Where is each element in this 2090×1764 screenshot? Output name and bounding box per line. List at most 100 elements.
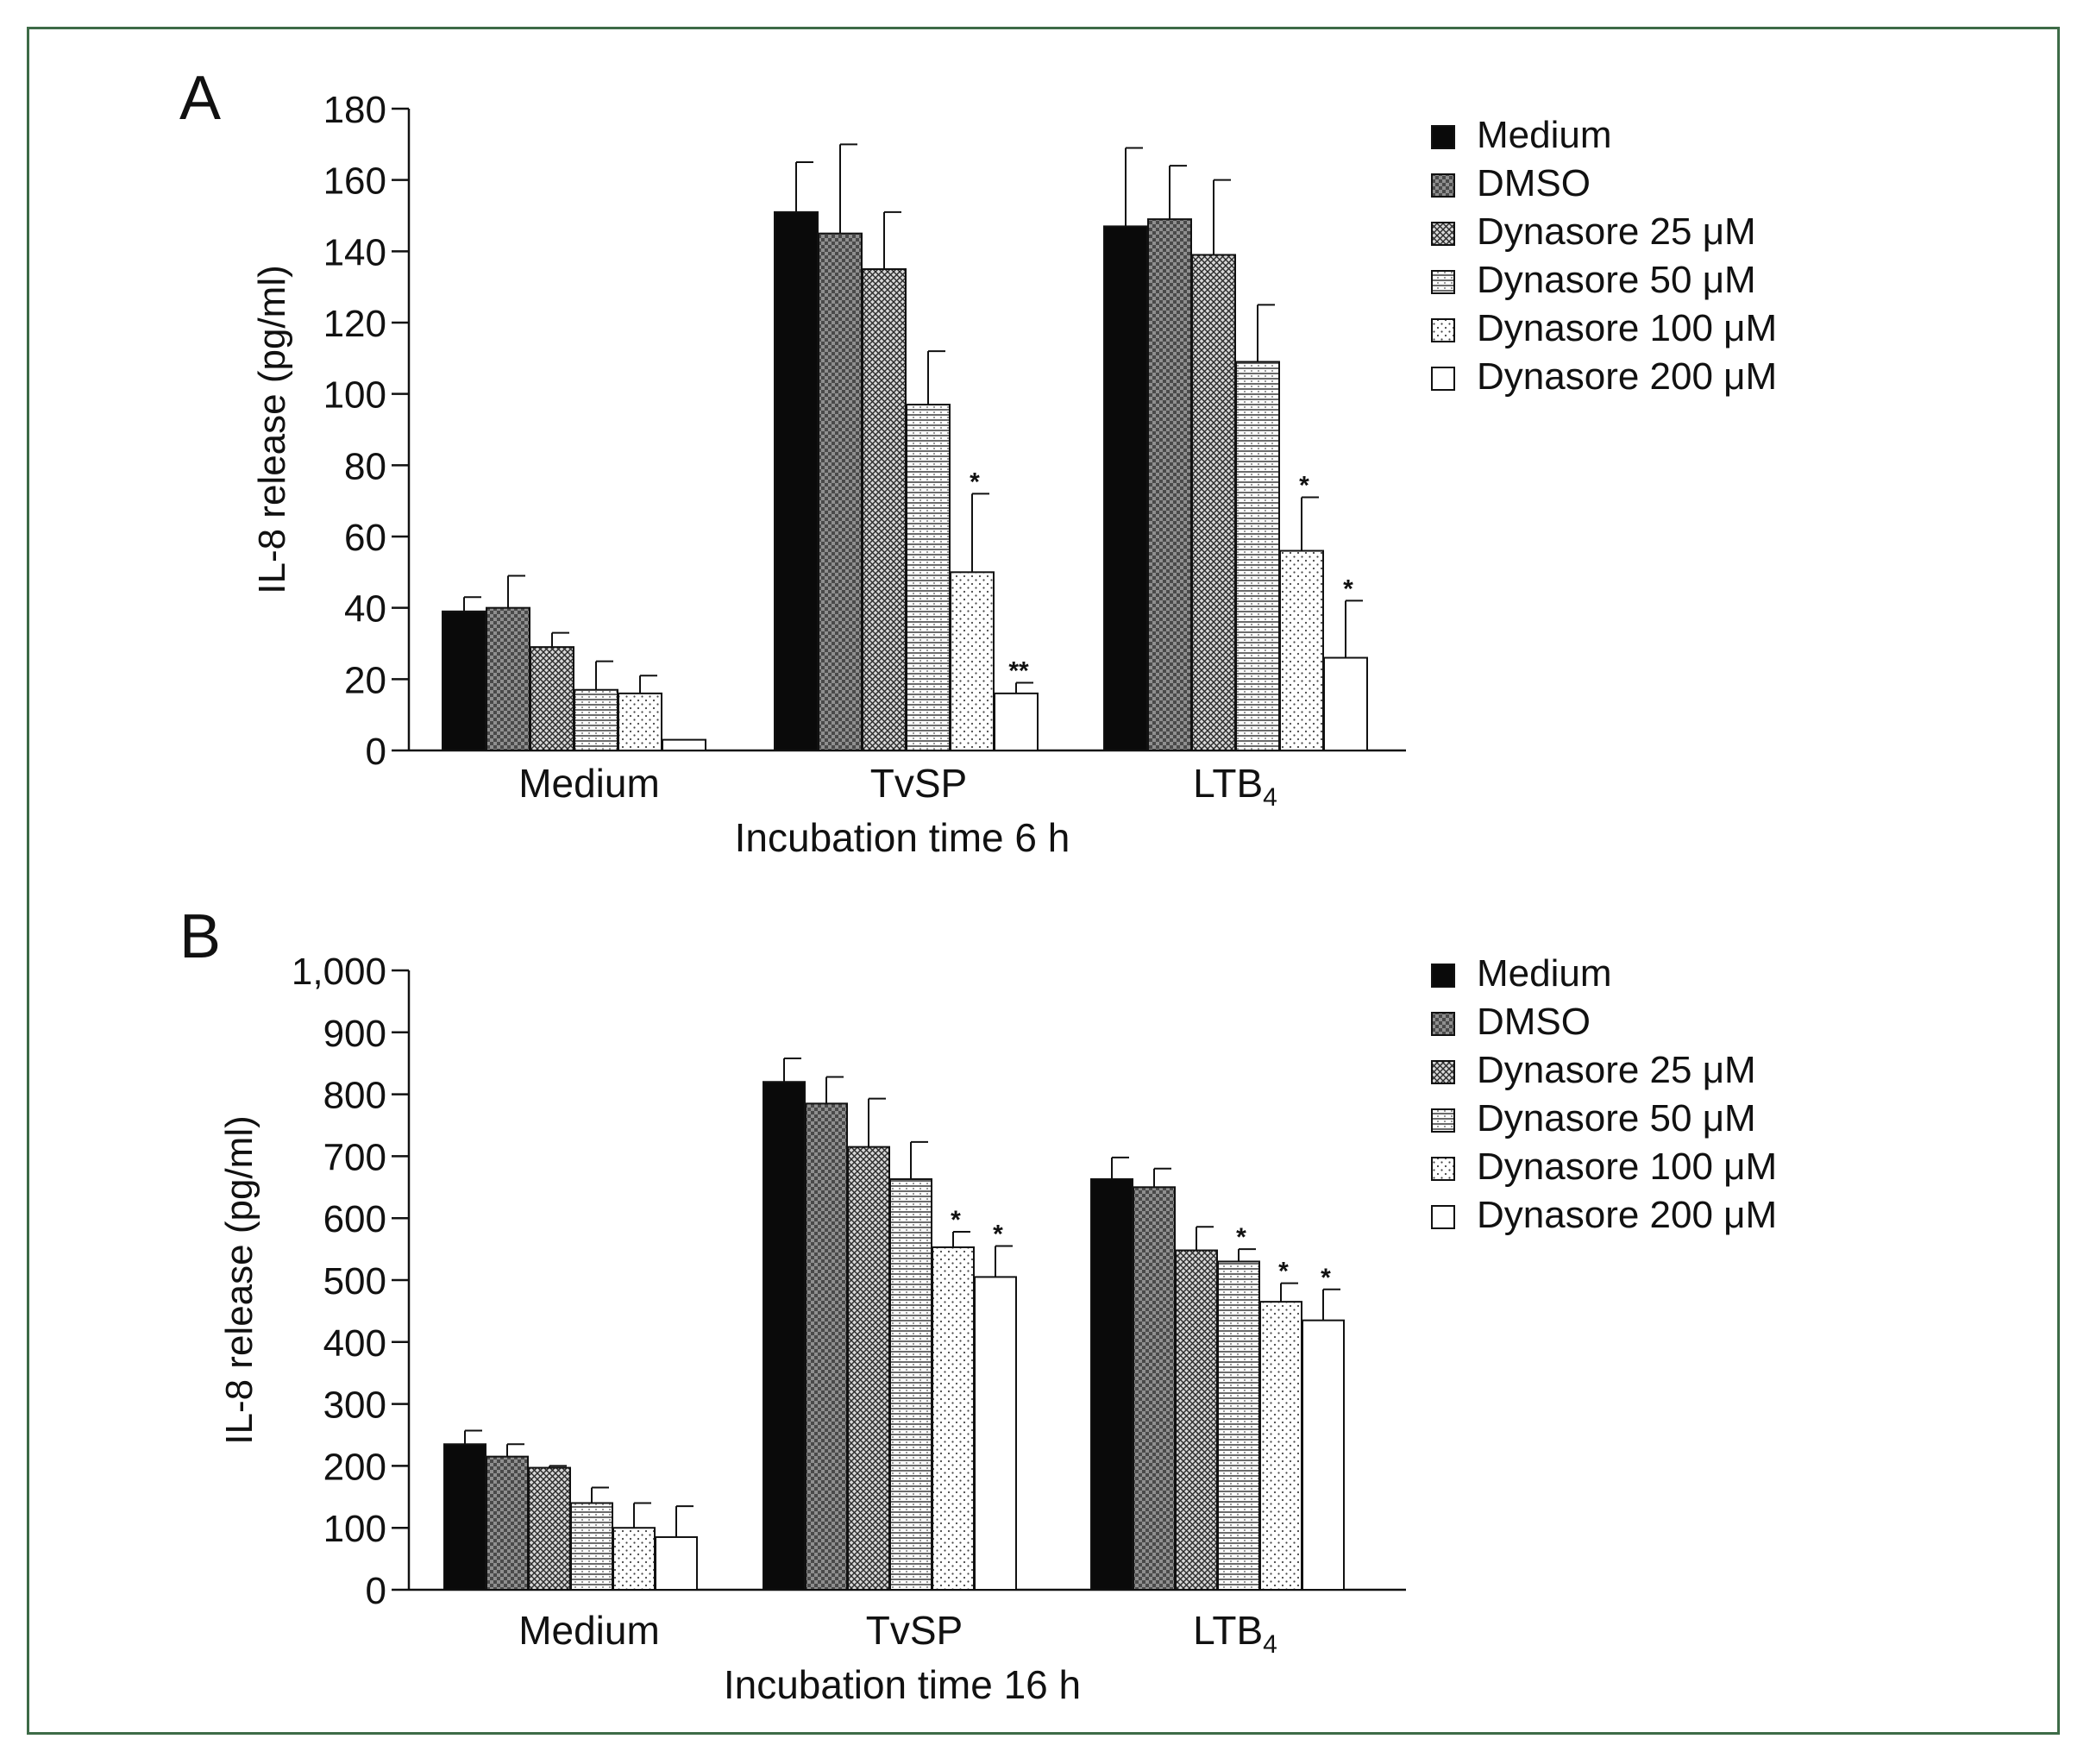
panel-label: B (179, 902, 221, 971)
y-tick-label: 180 (323, 89, 386, 131)
bar (1279, 549, 1324, 751)
significance-mark: ** (1008, 656, 1029, 685)
legend-label: Dynasore 200 μM (1477, 1194, 1777, 1236)
legend-swatch (1431, 1108, 1455, 1133)
legend-label: Dynasore 25 μM (1477, 210, 1756, 253)
legend-label: Dynasore 100 μM (1477, 1146, 1777, 1188)
y-tick-label: 1,000 (292, 951, 386, 993)
panel-label: A (179, 64, 221, 133)
significance-mark: * (993, 1221, 1003, 1249)
legend-swatch (1431, 270, 1455, 294)
legend-label: DMSO (1477, 1001, 1591, 1043)
legend-swatch (1431, 173, 1455, 198)
y-axis-label: IL-8 release (pg/ml) (251, 265, 293, 593)
y-tick-label: 500 (323, 1260, 386, 1303)
bar (994, 692, 1039, 751)
bar (932, 1246, 975, 1591)
y-tick-label: 120 (323, 303, 386, 345)
bar (805, 1102, 848, 1591)
bar (1323, 656, 1368, 751)
y-tick-label: 140 (323, 231, 386, 273)
bar (847, 1146, 890, 1591)
y-tick-label: 900 (323, 1013, 386, 1055)
legend-label: Dynasore 100 μM (1477, 307, 1777, 349)
bar (1103, 225, 1148, 751)
legend-label: Medium (1477, 952, 1612, 995)
significance-mark: * (1236, 1223, 1246, 1252)
bar (443, 1443, 486, 1591)
bar (1090, 1177, 1133, 1591)
y-tick-label: 100 (323, 1508, 386, 1550)
y-tick-label: 0 (366, 731, 386, 773)
y-tick-label: 80 (344, 445, 386, 487)
bar (442, 610, 486, 751)
bar (612, 1527, 656, 1591)
y-tick-label: 0 (366, 1570, 386, 1612)
y-tick-label: 400 (323, 1322, 386, 1365)
chart-panel-a: A 0 20 40 60 80 100 120 140 160 180 IL-8 release (p… (179, 64, 1777, 860)
y-tick-label: 600 (323, 1198, 386, 1240)
bar (862, 268, 907, 751)
bar (889, 1177, 932, 1591)
bar (530, 646, 574, 752)
y-tick-label: 100 (323, 374, 386, 417)
y-tick-label: 160 (323, 160, 386, 203)
legend-label: Dynasore 200 μM (1477, 355, 1777, 398)
legend-label: Dynasore 50 μM (1477, 259, 1756, 301)
legend-swatch (1431, 125, 1455, 149)
bar (906, 404, 951, 751)
category-label: TvSP (866, 1608, 963, 1653)
y-tick-label: 20 (344, 659, 386, 701)
figure-frame (27, 27, 2060, 1735)
bar (574, 688, 618, 752)
y-tick-label: 40 (344, 588, 386, 631)
bar (763, 1081, 806, 1591)
y-axis-label: IL-8 release (pg/ml) (218, 1115, 260, 1444)
legend-label: Dynasore 50 μM (1477, 1097, 1756, 1139)
bar (570, 1502, 613, 1591)
bar (1133, 1186, 1176, 1591)
legend-swatch (1431, 964, 1455, 988)
category-label: LTB4 (1193, 761, 1277, 812)
bar (655, 1535, 698, 1591)
legend-label: DMSO (1477, 162, 1591, 204)
bar (1147, 218, 1192, 751)
bar (1191, 254, 1236, 751)
x-axis-label: Incubation time 6 h (735, 815, 1070, 860)
significance-mark: * (970, 468, 980, 496)
bar (1235, 361, 1280, 751)
bar (818, 232, 863, 751)
legend-swatch (1431, 1205, 1455, 1229)
bar (950, 571, 995, 751)
x-axis-label: Incubation time 16 h (724, 1662, 1081, 1707)
bar (618, 692, 662, 751)
legend-swatch (1431, 1012, 1455, 1036)
category-label-subscript: 4 (1263, 783, 1277, 812)
bar (486, 1455, 529, 1591)
chart-panel-b: B 0 100 200 300 400 500 600 700 800 900 1,000 IL-8 r… (179, 902, 1777, 1707)
category-label: TvSP (870, 761, 967, 806)
legend-swatch (1431, 222, 1455, 246)
bar (1175, 1249, 1218, 1591)
y-tick-label: 800 (323, 1075, 386, 1117)
bar (1302, 1319, 1345, 1591)
legend-label: Dynasore 25 μM (1477, 1049, 1756, 1091)
category-label-subscript: 4 (1263, 1630, 1277, 1659)
significance-mark: * (1321, 1264, 1331, 1292)
bar (1259, 1301, 1302, 1591)
bar (486, 606, 530, 752)
category-label: Medium (518, 1608, 660, 1653)
y-tick-label: 700 (323, 1136, 386, 1178)
bar (1217, 1260, 1260, 1591)
legend-swatch (1431, 367, 1455, 391)
significance-mark: * (1299, 472, 1309, 500)
bar (974, 1276, 1017, 1591)
bar (528, 1466, 571, 1591)
significance-mark: * (951, 1206, 961, 1234)
category-label: LTB4 (1193, 1608, 1277, 1659)
significance-mark: * (1343, 574, 1353, 603)
y-tick-label: 200 (323, 1446, 386, 1488)
y-tick-label: 60 (344, 517, 386, 559)
legend-label: Medium (1477, 114, 1612, 156)
